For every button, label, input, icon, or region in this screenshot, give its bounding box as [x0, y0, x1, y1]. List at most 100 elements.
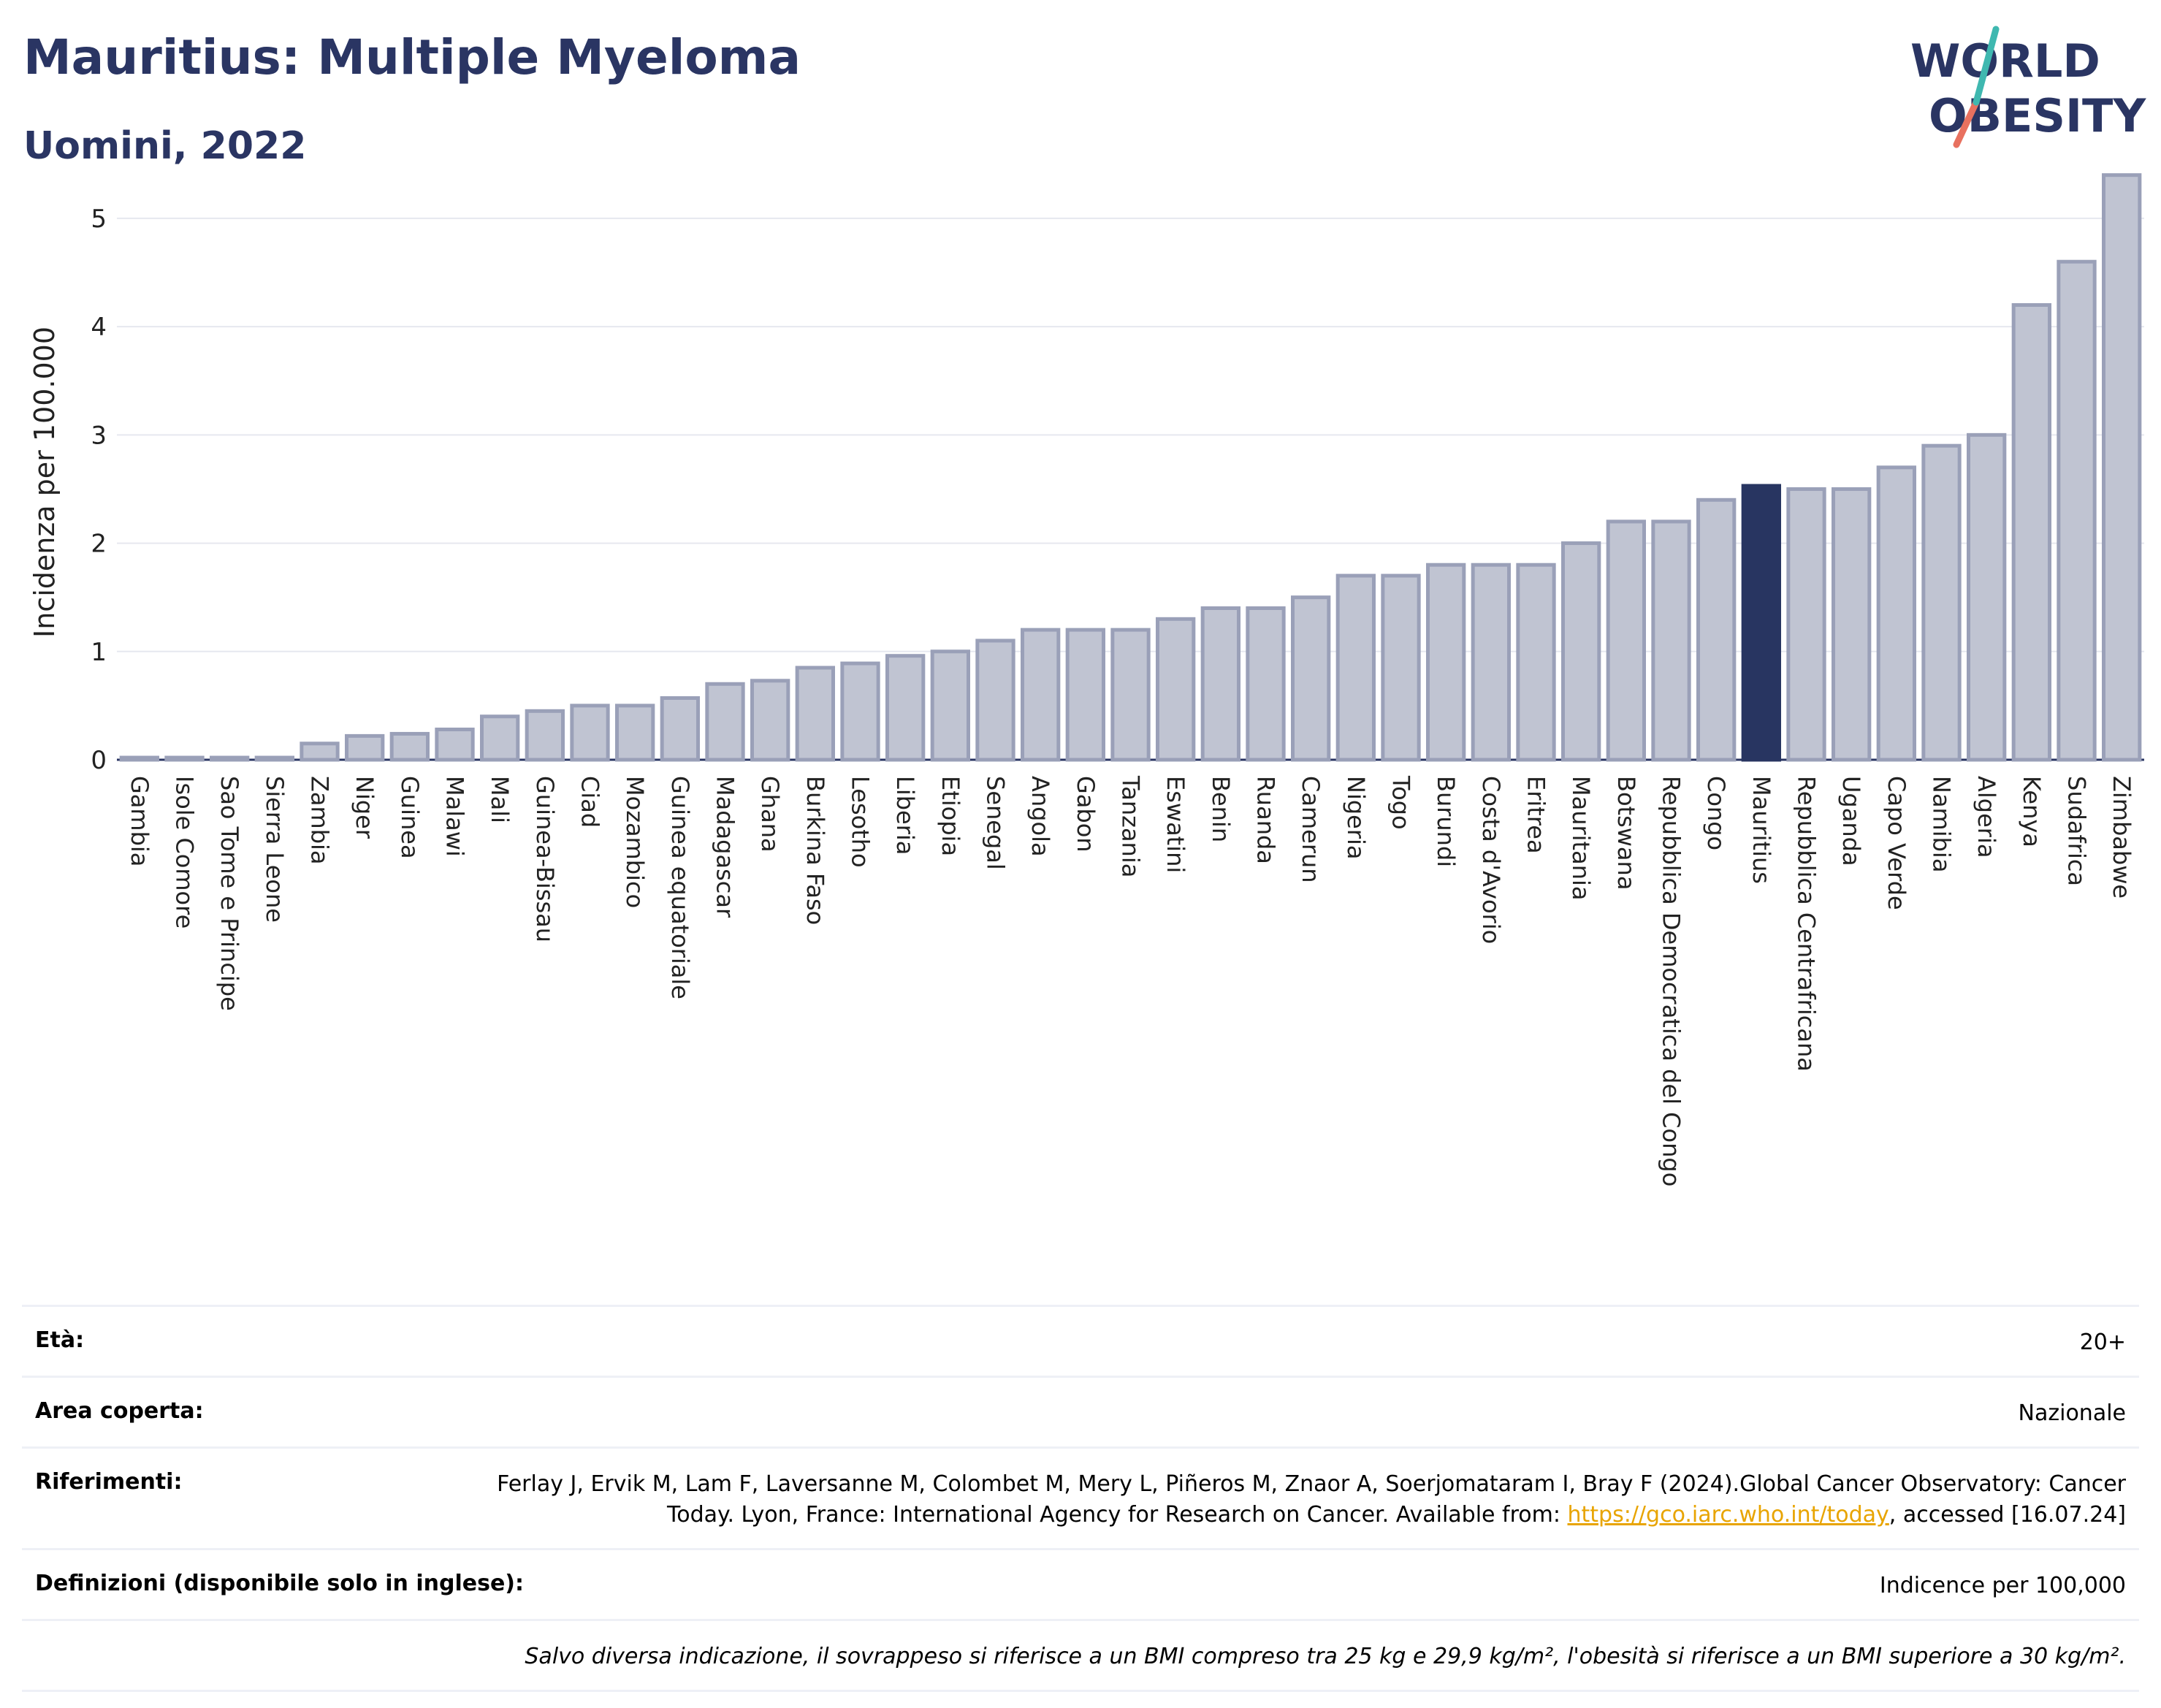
bar-eritrea — [1516, 563, 1556, 762]
x-tick-label: Isole Comore — [171, 776, 199, 929]
x-tick-label: Mauritius — [1748, 776, 1775, 884]
bar-angola — [1021, 628, 1061, 762]
bar-algeria — [1967, 432, 2007, 762]
bar-camerun — [1291, 595, 1331, 762]
x-tick-label: Sudafrica — [2063, 776, 2091, 886]
references-text-2: , accessed [16.07.24] — [1889, 1502, 2126, 1528]
page-title: Mauritius: Multiple Myeloma — [23, 29, 801, 85]
info-row-definitions: Definizioni (disponibile solo in inglese… — [22, 1548, 2139, 1619]
logo-line-1: WORLD — [1910, 34, 2100, 88]
x-tick-label: Namibia — [1928, 776, 1956, 872]
info-row-footnote: Salvo diversa indicazione, il sovrappeso… — [22, 1619, 2139, 1692]
x-tick-label: Etiopia — [937, 776, 964, 856]
bar-uganda — [1832, 487, 1872, 762]
x-tick-label: Mauritania — [1567, 776, 1595, 900]
bar-mali — [480, 714, 520, 762]
x-tick-label: Burkina Faso — [801, 776, 829, 925]
bar-repubblica-democratica-del-congo — [1651, 519, 1691, 762]
x-tick-label: Liberia — [891, 776, 919, 855]
bar-mauritania — [1561, 541, 1601, 762]
x-tick-label: Eritrea — [1522, 776, 1550, 854]
x-tick-label: Lesotho — [847, 776, 874, 868]
references-link[interactable]: https://gco.iarc.who.int/today — [1567, 1502, 1889, 1528]
bar-etiopia — [930, 649, 970, 762]
bar-ghana — [750, 679, 790, 762]
world-obesity-logo: WORLD OBESITY — [1910, 26, 2146, 148]
y-axis-label: Incidenza per 100.000 — [28, 327, 61, 638]
bar-congo — [1696, 497, 1737, 762]
page-subtitle: Uomini, 2022 — [23, 124, 307, 168]
x-tick-label: Ciad — [576, 776, 604, 828]
bar-chart: 0 1 2 3 4 5 Gambia Isole Comore Sao Tome e Prin… — [28, 173, 2144, 1186]
x-tick-label: Botswana — [1612, 776, 1640, 890]
age-value: 20+ — [2079, 1330, 2126, 1355]
x-tick-label: Tanzania — [1117, 775, 1145, 877]
y-tick-label: 4 — [91, 313, 107, 342]
x-tick-label: Burundi — [1432, 776, 1460, 867]
y-tick-label: 1 — [91, 638, 107, 667]
bar-guinea-bissau — [525, 709, 565, 762]
x-tick-label: Angola — [1026, 776, 1054, 857]
x-tick-label: Ruanda — [1252, 776, 1280, 864]
bar-tanzania — [1110, 628, 1151, 762]
definitions-label: Definizioni (disponibile solo in inglese… — [35, 1571, 524, 1596]
bar-costa-d-avorio — [1471, 563, 1511, 762]
bar-sao-tome-e-principe — [210, 755, 250, 762]
bar-namibia — [1921, 443, 1962, 762]
bar-guinea — [389, 731, 430, 762]
bar-burundi — [1426, 563, 1466, 762]
x-tick-label: Sao Tome e Principe — [216, 776, 243, 1011]
x-tick-label: Congo — [1702, 776, 1730, 850]
references-value: Ferlay J, Ervik M, Lam F, Laversanne M, … — [446, 1469, 2126, 1530]
x-tick-label: Uganda — [1837, 776, 1865, 866]
bar-botswana — [1606, 519, 1647, 762]
bar-sierra-leone — [254, 755, 294, 762]
bar-burkina-faso — [795, 666, 835, 762]
bar-guinea-equatoriale — [660, 696, 701, 762]
info-table: Età: 20+ Area coperta: Nazionale Riferim… — [22, 1305, 2139, 1692]
bar-togo — [1381, 573, 1421, 762]
bar-kenya — [2011, 303, 2052, 762]
y-tick-label: 3 — [91, 421, 107, 450]
x-tick-label: Zimbabwe — [2108, 776, 2135, 899]
x-tick-label: Repubblica Centrafricana — [1793, 776, 1821, 1072]
x-tick-label: Ghana — [756, 776, 784, 853]
bars — [119, 173, 2142, 762]
bar-benin — [1200, 606, 1240, 762]
x-tick-label: Guinea-Bissau — [531, 776, 559, 942]
bar-liberia — [885, 654, 926, 762]
references-label: Riferimenti: — [35, 1469, 183, 1495]
bar-zimbabwe — [2102, 173, 2142, 762]
bar-ciad — [570, 704, 610, 762]
y-tick-label: 0 — [91, 746, 107, 775]
references-text-1: Ferlay J, Ervik M, Lam F, Laversanne M, … — [497, 1471, 2126, 1528]
x-tick-label: Algeria — [1973, 776, 2000, 858]
y-tick-label: 5 — [91, 205, 107, 234]
info-row-age: Età: 20+ — [22, 1305, 2139, 1376]
bar-lesotho — [840, 661, 880, 762]
x-tick-label: Eswatini — [1162, 776, 1189, 873]
y-tick-labels: 0 1 2 3 4 5 — [91, 205, 107, 775]
bar-mauritius — [1741, 484, 1782, 762]
bar-madagascar — [705, 682, 745, 762]
area-value: Nazionale — [2018, 1400, 2126, 1426]
bar-capo-verde — [1876, 465, 1917, 762]
x-tick-label: Gambia — [126, 776, 153, 866]
x-tick-label: Capo Verde — [1883, 776, 1910, 910]
x-tick-label: Kenya — [2018, 776, 2046, 847]
x-tick-label: Mali — [486, 776, 514, 823]
definitions-value: Indicence per 100,000 — [1879, 1573, 2126, 1598]
x-tick-labels: Gambia Isole Comore Sao Tome e Principe Sie… — [126, 775, 2135, 1186]
bar-ruanda — [1246, 606, 1286, 762]
x-tick-label: Guinea — [396, 776, 424, 859]
x-tick-label: Mozambico — [621, 776, 649, 908]
bar-mozambico — [615, 704, 655, 762]
x-tick-label: Madagascar — [712, 776, 739, 918]
x-tick-label: Senegal — [982, 776, 1010, 870]
x-tick-label: Repubblica Democratica del Congo — [1658, 776, 1685, 1186]
info-row-area: Area coperta: Nazionale — [22, 1376, 2139, 1446]
info-row-references: Riferimenti: Ferlay J, Ervik M, Lam F, L… — [22, 1446, 2139, 1548]
x-tick-label: Niger — [351, 776, 378, 839]
bar-repubblica-centrafricana — [1786, 487, 1826, 762]
bar-nigeria — [1335, 573, 1376, 762]
